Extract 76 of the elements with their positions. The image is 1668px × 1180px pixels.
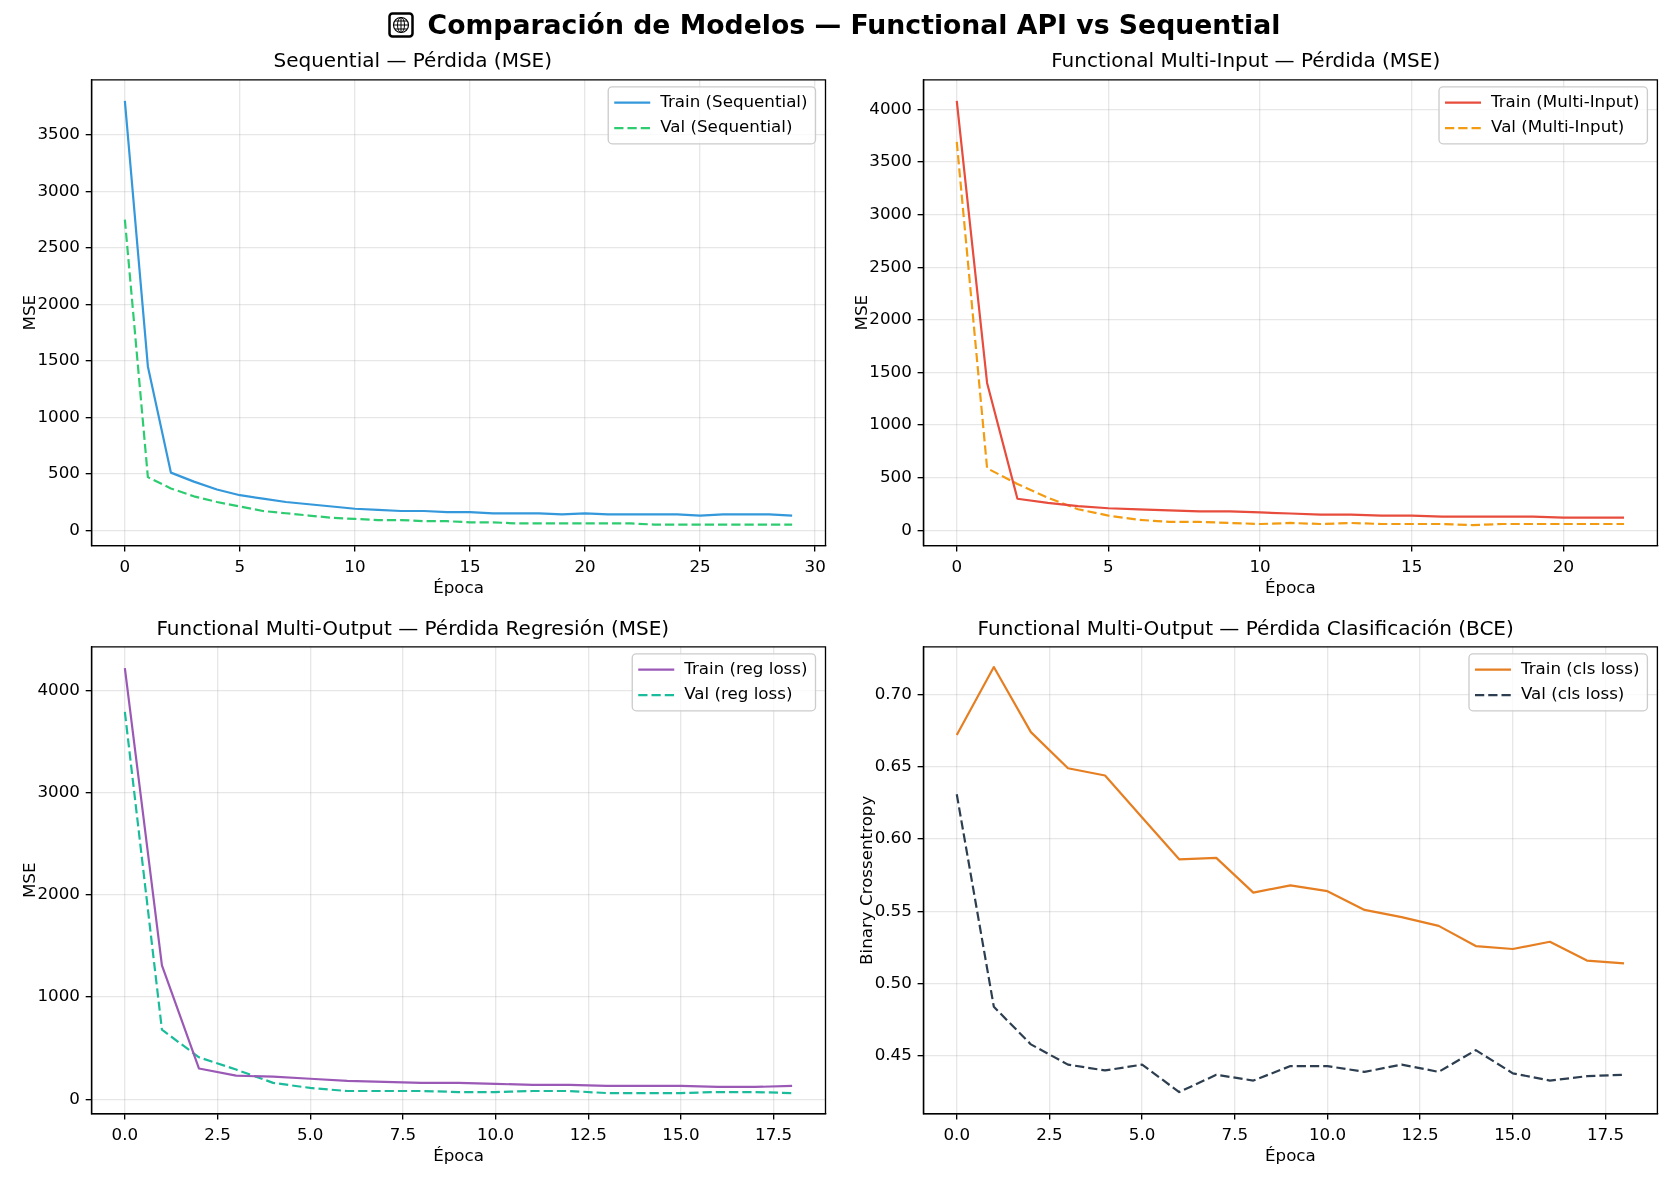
x-tick-label: 2.5 [204, 1123, 231, 1144]
y-tick-label: 1000 [37, 405, 80, 426]
chart-title: Functional Multi-Output — Pérdida Regresión (MSE) [156, 616, 670, 640]
x-tick-label: 7.5 [1221, 1123, 1249, 1144]
y-tick-label: 0 [901, 518, 912, 539]
y-tick-label: 3500 [869, 150, 912, 171]
legend-label: Train (Sequential) [659, 90, 808, 111]
y-tick-label: 2000 [37, 292, 80, 313]
x-tick-label: 12.5 [569, 1123, 607, 1144]
x-tick-label: 20 [574, 555, 596, 576]
x-tick-label: 5 [1103, 555, 1114, 576]
y-tick-label: 0 [69, 518, 80, 539]
y-tick-label: 0.70 [874, 682, 912, 703]
y-tick-label: 0.45 [874, 1044, 912, 1065]
y-tick-label: 0.60 [874, 827, 912, 848]
y-tick-label: 2500 [37, 236, 80, 257]
x-tick-label: 10 [344, 555, 366, 576]
y-tick-label: 4000 [869, 97, 912, 118]
x-tick-label: 5.0 [1128, 1123, 1156, 1144]
x-tick-label: 5.0 [296, 1123, 324, 1144]
y-tick-label: 0.65 [874, 755, 912, 776]
x-tick-label: 25 [689, 555, 711, 576]
legend-label: Train (Multi-Input) [1490, 90, 1640, 111]
y-tick-label: 2000 [869, 308, 912, 329]
y-tick-label: 2000 [37, 883, 80, 904]
y-tick-label: 500 [48, 462, 80, 483]
legend-label: Val (cls loss) [1520, 683, 1625, 704]
x-tick-label: 10.0 [1308, 1123, 1347, 1144]
x-axis-title: Época [433, 1145, 484, 1166]
x-tick-label: 0 [951, 555, 963, 576]
chart-title: Sequential — Pérdida (MSE) [273, 47, 553, 72]
y-tick-label: 1500 [37, 349, 80, 370]
text: Comparación de Modelos — Functional API vs Sequential [427, 9, 1281, 40]
x-tick-label: 0.0 [111, 1123, 139, 1144]
y-tick-label: 3500 [37, 123, 80, 144]
y-axis-title: MSE [850, 294, 871, 331]
y-tick-label: 4000 [37, 678, 80, 699]
x-tick-label: 2.5 [1036, 1123, 1063, 1144]
x-tick-label: 0 [119, 555, 131, 576]
x-axis-title: Época [433, 577, 484, 598]
chart-title: Functional Multi-Input — Pérdida (MSE) [1051, 47, 1441, 72]
y-tick-label: 1000 [37, 985, 80, 1006]
x-tick-label: 10 [1249, 555, 1271, 576]
x-tick-label: 15.0 [1494, 1123, 1532, 1144]
x-tick-label: 30 [804, 555, 826, 576]
y-tick-label: 0 [69, 1087, 80, 1108]
x-tick-label: 10.0 [476, 1123, 515, 1144]
x-tick-label: 15 [1401, 555, 1423, 576]
x-tick-label: 17.5 [1586, 1123, 1625, 1144]
x-tick-label: 20 [1552, 555, 1574, 576]
y-tick-label: 3000 [869, 202, 912, 223]
x-tick-label: 5 [234, 555, 246, 576]
x-tick-label: 15 [459, 555, 481, 576]
legend-label: Val (Sequential) [660, 116, 793, 137]
y-tick-label: 2500 [869, 255, 912, 276]
legend-label: Train (cls loss) [1519, 657, 1640, 678]
x-tick-label: 7.5 [389, 1123, 417, 1144]
legend-label: Val (reg loss) [684, 683, 793, 704]
y-tick-label: 3000 [37, 179, 80, 200]
y-tick-label: 1000 [869, 413, 912, 434]
x-axis-title: Época [1265, 577, 1316, 598]
y-axis-title: Binary Crossentropy [856, 795, 877, 965]
y-tick-label: 1500 [869, 360, 912, 381]
legend-label: Val (Multi-Input) [1491, 116, 1625, 137]
legend-label: Train (reg loss) [683, 657, 808, 678]
x-axis-title: Época [1265, 1145, 1316, 1166]
x-tick-label: 15.0 [662, 1123, 700, 1144]
line-series [123, 218, 794, 526]
y-tick-label: 500 [879, 466, 912, 487]
chart-title: Functional Multi-Output — Pérdida Clasificación (BCE) [977, 616, 1514, 640]
x-tick-label: 17.5 [755, 1123, 793, 1144]
y-tick-label: 0.55 [874, 899, 912, 920]
x-tick-label: 0.0 [943, 1123, 971, 1144]
y-tick-label: 3000 [37, 781, 80, 802]
x-tick-label: 12.5 [1401, 1123, 1439, 1144]
y-tick-label: 0.50 [874, 972, 912, 993]
